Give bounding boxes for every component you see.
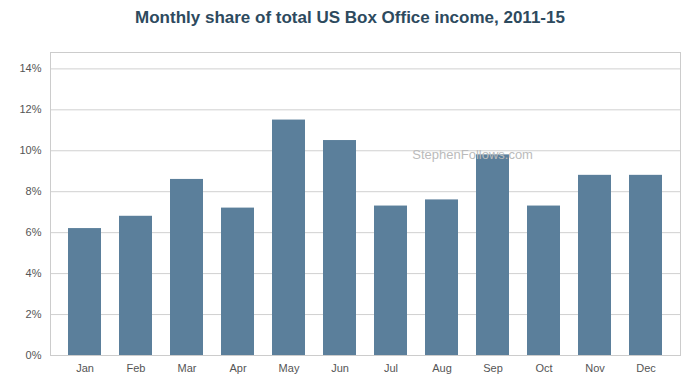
svg-text:Jun: Jun: [331, 362, 349, 374]
svg-text:Dec: Dec: [636, 362, 656, 374]
svg-text:2%: 2%: [26, 308, 42, 320]
svg-text:0%: 0%: [26, 349, 42, 361]
svg-text:Jul: Jul: [384, 362, 398, 374]
svg-text:Oct: Oct: [535, 362, 552, 374]
html-text:Monthly share of total US Box: Monthly share of total US Box Office inc…: [135, 8, 565, 27]
svg-text:10%: 10%: [19, 144, 41, 156]
svg-text:Jan: Jan: [76, 362, 94, 374]
svg-text:Aug: Aug: [432, 362, 452, 374]
svg-text:Sep: Sep: [483, 362, 503, 374]
svg-text:Nov: Nov: [585, 362, 605, 374]
svg-text:14%: 14%: [19, 62, 41, 74]
svg-text:8%: 8%: [26, 185, 42, 197]
svg-text:6%: 6%: [26, 226, 42, 238]
svg-text:May: May: [279, 362, 300, 374]
svg-text:Feb: Feb: [127, 362, 146, 374]
svg-text:12%: 12%: [19, 103, 41, 115]
svg-text:Mar: Mar: [178, 362, 197, 374]
svg-text:StephenFollows.com: StephenFollows.com: [412, 147, 533, 162]
svg-text:4%: 4%: [26, 267, 42, 279]
svg-text:Apr: Apr: [229, 362, 246, 374]
